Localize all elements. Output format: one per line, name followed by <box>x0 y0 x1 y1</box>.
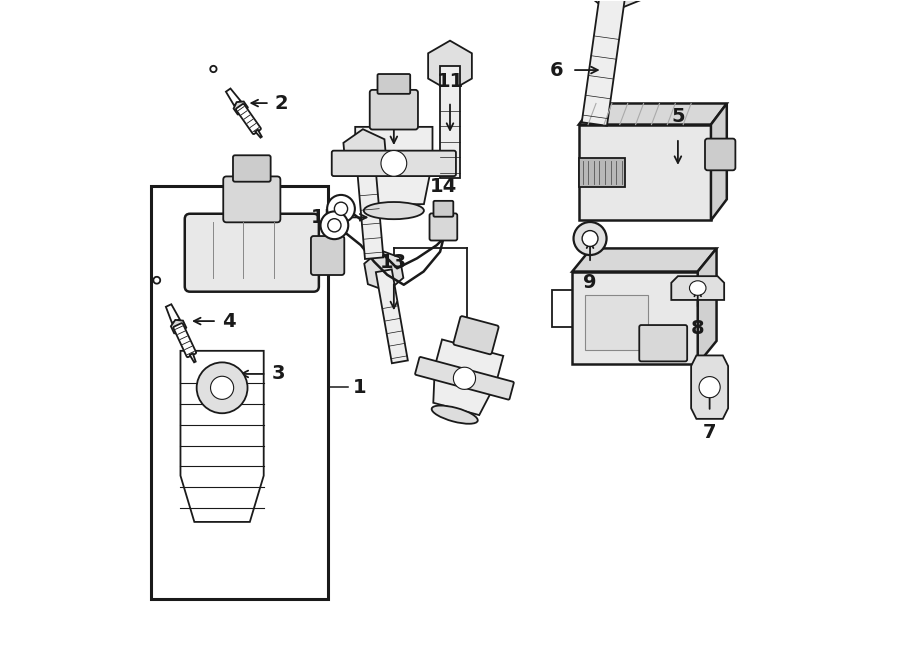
Text: 11: 11 <box>436 72 464 91</box>
Polygon shape <box>572 248 716 271</box>
FancyBboxPatch shape <box>377 74 410 94</box>
FancyBboxPatch shape <box>310 236 345 275</box>
Polygon shape <box>579 103 727 124</box>
Circle shape <box>328 218 341 232</box>
Text: 8: 8 <box>691 319 705 338</box>
Circle shape <box>197 362 248 413</box>
Ellipse shape <box>364 202 424 219</box>
FancyBboxPatch shape <box>370 90 418 130</box>
Polygon shape <box>698 248 716 364</box>
Ellipse shape <box>689 281 706 295</box>
FancyBboxPatch shape <box>639 325 688 361</box>
Polygon shape <box>364 250 403 291</box>
Polygon shape <box>691 355 728 419</box>
Bar <box>572 271 698 364</box>
Circle shape <box>573 222 607 255</box>
Text: 15: 15 <box>310 208 338 227</box>
Polygon shape <box>234 101 248 115</box>
Ellipse shape <box>432 406 478 424</box>
Circle shape <box>454 367 475 389</box>
Polygon shape <box>171 320 186 334</box>
Circle shape <box>211 66 217 72</box>
Text: 4: 4 <box>222 312 236 330</box>
Polygon shape <box>344 129 386 177</box>
FancyBboxPatch shape <box>223 176 281 222</box>
FancyBboxPatch shape <box>236 104 261 134</box>
Polygon shape <box>226 89 240 105</box>
Circle shape <box>582 230 598 246</box>
Polygon shape <box>356 127 433 204</box>
Polygon shape <box>190 354 195 362</box>
FancyBboxPatch shape <box>705 138 735 170</box>
FancyBboxPatch shape <box>434 201 454 216</box>
FancyBboxPatch shape <box>332 151 456 176</box>
Circle shape <box>153 277 160 283</box>
Text: 1: 1 <box>353 377 366 397</box>
Text: 9: 9 <box>583 273 597 292</box>
Circle shape <box>381 150 407 176</box>
Polygon shape <box>166 305 180 323</box>
FancyBboxPatch shape <box>174 323 196 357</box>
FancyBboxPatch shape <box>184 214 319 292</box>
Circle shape <box>335 202 347 215</box>
Text: 3: 3 <box>272 365 285 383</box>
Text: 12: 12 <box>429 216 456 235</box>
Bar <box>579 158 626 187</box>
FancyBboxPatch shape <box>454 316 499 354</box>
FancyBboxPatch shape <box>233 156 271 181</box>
Text: 7: 7 <box>703 424 716 442</box>
Polygon shape <box>711 103 727 220</box>
Circle shape <box>699 377 720 398</box>
FancyBboxPatch shape <box>429 213 457 240</box>
Bar <box>356 152 383 259</box>
Text: 10: 10 <box>381 85 408 105</box>
Polygon shape <box>433 340 503 415</box>
Text: 6: 6 <box>550 60 563 79</box>
Polygon shape <box>181 351 264 522</box>
Circle shape <box>211 376 234 399</box>
Bar <box>581 0 627 126</box>
Text: 2: 2 <box>274 93 289 113</box>
Bar <box>585 295 647 350</box>
Polygon shape <box>671 276 724 300</box>
Circle shape <box>327 195 355 222</box>
Text: 14: 14 <box>430 177 457 195</box>
Polygon shape <box>256 130 262 138</box>
Bar <box>440 66 460 178</box>
Text: 5: 5 <box>671 107 685 126</box>
Polygon shape <box>428 40 472 91</box>
Polygon shape <box>584 0 645 13</box>
FancyBboxPatch shape <box>415 357 514 400</box>
Bar <box>579 124 711 220</box>
Bar <box>151 185 328 598</box>
Circle shape <box>320 211 348 239</box>
Text: 13: 13 <box>381 252 408 271</box>
Bar <box>376 269 408 363</box>
